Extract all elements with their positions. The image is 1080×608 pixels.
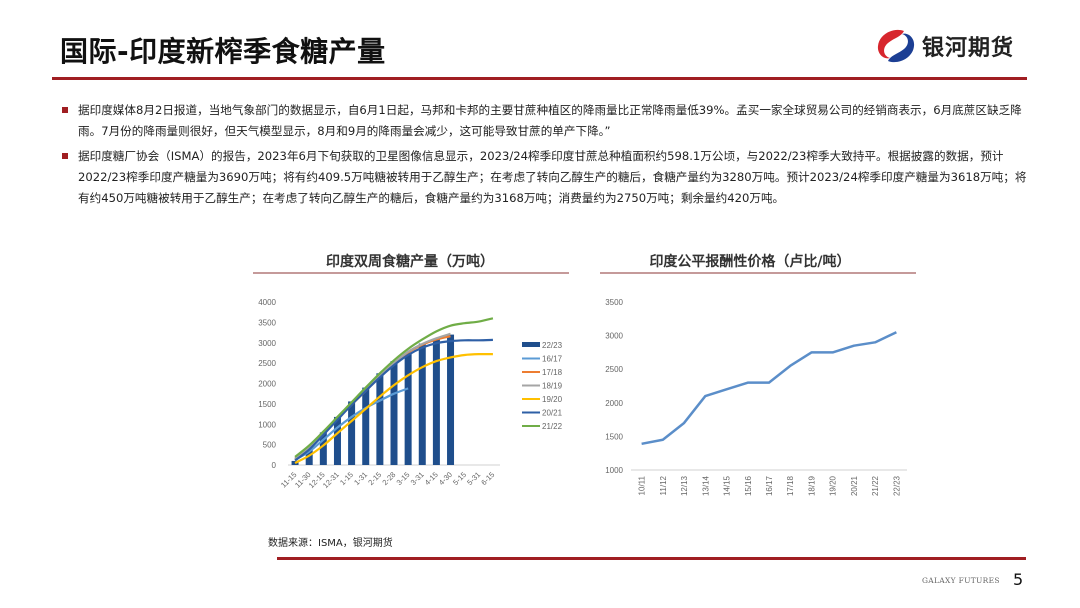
bar [348, 401, 356, 465]
x-tick-label: 1-15 [338, 470, 355, 487]
x-tick-label: 12/13 [680, 475, 689, 496]
x-tick-label: 2-28 [380, 470, 397, 487]
page-number: 5 [1013, 570, 1024, 589]
legend-label: 18/19 [542, 382, 563, 391]
x-tick-label: 19/20 [829, 475, 838, 496]
x-tick-label: 3-15 [395, 470, 412, 487]
x-tick-label: 4-15 [423, 470, 440, 487]
y-tick-label: 2500 [605, 365, 623, 374]
bullet-text: 据印度糖厂协会（ISMA）的报告，2023年6月下旬获取的卫星图像信息显示，20… [78, 149, 1027, 205]
x-tick-label: 1-31 [352, 470, 369, 487]
series-line [294, 353, 493, 464]
bar [432, 339, 440, 465]
bar [362, 387, 370, 465]
legend-swatch-icon [522, 342, 540, 347]
left-chart-title: 印度双周食糖产量（万吨） [326, 254, 494, 270]
bar [404, 352, 412, 465]
y-tick-label: 2500 [258, 359, 276, 368]
x-tick-label: 3-31 [409, 470, 426, 487]
x-tick-label: 20/21 [850, 475, 859, 496]
logo: 银河期货 [874, 28, 1014, 64]
bar [291, 460, 299, 465]
x-tick-label: 4-30 [437, 470, 454, 487]
series-line [294, 387, 409, 461]
bar [305, 449, 313, 465]
title-divider [52, 77, 1027, 80]
galaxy-futures-logo-icon [877, 29, 915, 63]
legend-label: 21/22 [542, 422, 563, 431]
series-line [294, 317, 494, 458]
legend-label: 19/20 [542, 395, 563, 404]
bar [390, 361, 398, 465]
x-tick-label: 14/15 [723, 475, 732, 496]
bullet-item: 据印度糖厂协会（ISMA）的报告，2023年6月下旬获取的卫星图像信息显示，20… [60, 146, 1030, 209]
legend-label: 22/23 [542, 341, 563, 350]
bullet-list: 据印度媒体8月2日报道，当地气象部门的数据显示，自6月1日起，马邦和卡邦的主要甘… [60, 100, 1030, 213]
x-tick-label: 11/12 [659, 475, 668, 495]
y-tick-label: 1000 [605, 466, 623, 475]
bullet-square-icon [62, 153, 68, 159]
bar [418, 343, 426, 465]
y-tick-label: 3000 [258, 339, 276, 348]
y-tick-label: 500 [263, 441, 277, 450]
x-tick-label: 21/22 [871, 475, 880, 496]
bar [319, 432, 327, 465]
x-tick-label: 17/18 [786, 475, 795, 496]
x-tick-label: 5-15 [451, 470, 468, 487]
y-tick-label: 1000 [258, 420, 276, 429]
legend-label: 17/18 [542, 368, 563, 377]
x-tick-label: 16/17 [765, 475, 774, 496]
x-tick-label: 18/19 [807, 475, 816, 496]
right-chart-divider [600, 272, 916, 274]
sugar-production-chart: 0500100015002000250030003500400011-1511-… [258, 298, 563, 490]
y-tick-label: 3000 [605, 332, 623, 341]
x-tick-label: 10/11 [638, 475, 647, 495]
legend-label: 20/21 [542, 409, 563, 418]
footer-divider [277, 557, 1026, 560]
right-chart-title: 印度公平报酬性价格（卢比/吨） [649, 254, 851, 270]
bullet-item: 据印度媒体8月2日报道，当地气象部门的数据显示，自6月1日起，马邦和卡邦的主要甘… [60, 100, 1030, 142]
page-title: 国际-印度新榨季食糖产量 [60, 35, 386, 68]
bar [447, 334, 455, 465]
legend-label: 16/17 [542, 355, 563, 364]
data-source: 数据来源：ISMA，银河期货 [268, 538, 393, 549]
left-chart-divider [253, 272, 569, 274]
y-tick-label: 1500 [605, 432, 623, 441]
frp-price-chart: 1000 1500 2000 2500 3000 3500 10/11 11/12 12/13 1… [605, 298, 907, 496]
x-tick-label: 13/14 [701, 475, 710, 496]
bar [376, 373, 384, 465]
y-tick-label: 0 [272, 461, 277, 470]
y-tick-label: 3500 [605, 298, 623, 307]
y-tick-label: 1500 [258, 400, 276, 409]
x-tick-label: 2-15 [366, 470, 383, 487]
y-tick-label: 3500 [258, 318, 276, 327]
footer-brand: GALAXY FUTURES [922, 576, 1000, 585]
y-tick-label: 2000 [258, 380, 276, 389]
y-tick-label: 2000 [605, 399, 623, 408]
logo-text: 银河期货 [922, 36, 1015, 61]
series-line [294, 338, 493, 462]
bullet-text: 据印度媒体8月2日报道，当地气象部门的数据显示，自6月1日起，马邦和卡邦的主要甘… [78, 103, 1022, 138]
series-line [641, 331, 897, 446]
x-tick-label: 5-31 [465, 470, 482, 487]
y-tick-label: 4000 [258, 298, 276, 307]
x-tick-label: 6-15 [479, 470, 496, 487]
x-tick-label: 22/23 [892, 475, 901, 496]
bullet-square-icon [62, 107, 68, 113]
x-tick-label: 15/16 [744, 475, 753, 496]
bar [333, 416, 341, 465]
